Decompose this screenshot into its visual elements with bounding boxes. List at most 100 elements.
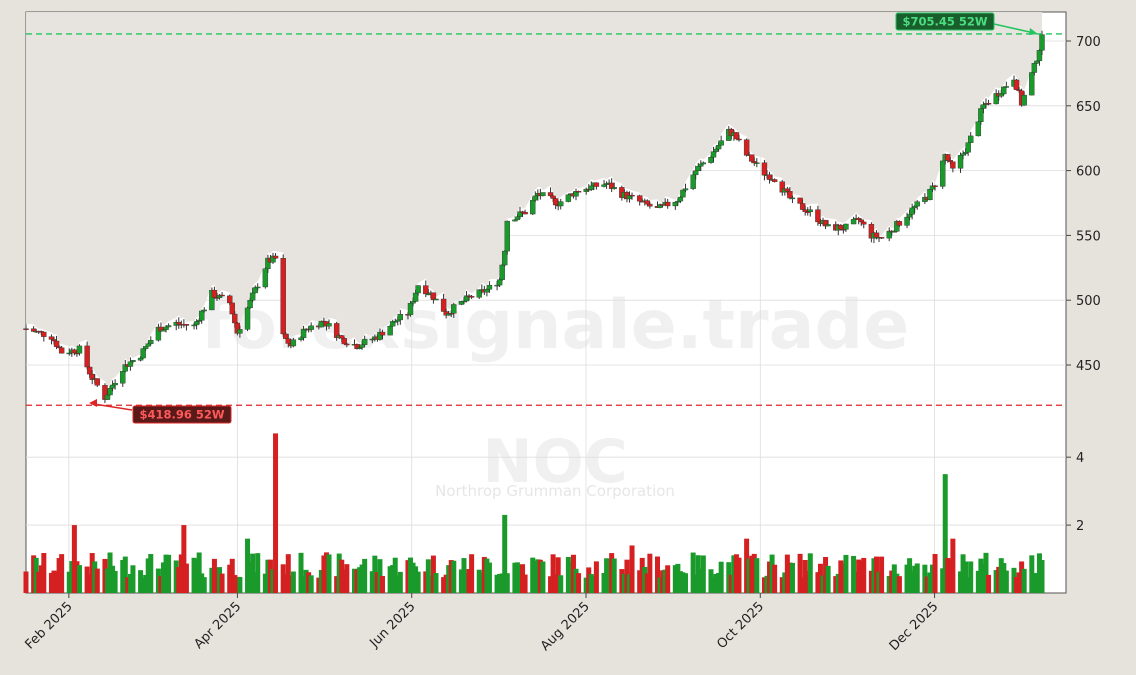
volume-bar <box>767 561 773 593</box>
volume-bar <box>229 558 235 593</box>
volume-tick-label: 2 <box>1076 519 1084 534</box>
candle-body <box>104 394 111 400</box>
volume-bar <box>963 561 969 593</box>
volume-bars <box>23 433 1045 593</box>
volume-bar <box>234 576 240 593</box>
volume-bar <box>247 561 253 593</box>
volume-bar <box>784 554 790 593</box>
volume-bar <box>637 570 643 593</box>
candle-body <box>855 218 862 220</box>
volume-bar <box>530 557 536 593</box>
candle-body <box>636 195 643 202</box>
volume-bar <box>504 573 510 593</box>
candle-body <box>861 221 867 225</box>
volume-bar <box>448 560 454 593</box>
candle-body <box>532 195 538 201</box>
volume-bar <box>912 565 918 593</box>
volume-bar <box>807 553 813 593</box>
volume-bar <box>423 571 429 593</box>
volume-bar <box>1021 568 1027 593</box>
volume-bar <box>983 552 989 593</box>
volume-bar <box>1011 567 1017 593</box>
candle-body <box>807 209 813 212</box>
volume-bar <box>130 565 136 593</box>
volume-bar <box>728 574 734 593</box>
candle-body <box>237 329 243 334</box>
date-tick-label: Jun 2025 <box>367 599 419 651</box>
volume-bar <box>372 555 378 593</box>
volume-bar <box>369 571 375 593</box>
volume-bar <box>573 568 579 593</box>
volume-bar <box>441 577 447 593</box>
candle-body <box>708 157 714 163</box>
candle-body <box>244 307 251 330</box>
volume-bar <box>31 555 37 593</box>
candle-body <box>939 160 946 187</box>
candle-body <box>927 189 933 201</box>
high-arrow-head <box>1029 28 1038 35</box>
volume-bar <box>672 565 678 593</box>
volume-bar <box>662 569 668 593</box>
volume-bar <box>565 556 571 593</box>
volume-bar <box>698 568 704 593</box>
volume-bar <box>344 564 350 593</box>
candle-body <box>142 346 149 349</box>
volume-bar <box>194 559 200 593</box>
candle-body <box>300 328 307 339</box>
candle-body <box>339 335 345 339</box>
volume-bar <box>428 575 434 593</box>
volume-bar <box>825 565 831 593</box>
volume-bar <box>413 566 419 593</box>
volume-bar <box>718 561 724 593</box>
volume-bar <box>958 571 964 593</box>
volume-bar <box>84 566 90 593</box>
candle-body <box>198 310 205 321</box>
volume-bar <box>285 554 291 593</box>
volume-bar <box>76 565 82 593</box>
watermark-ticker: NOC <box>482 427 627 497</box>
candle-body <box>496 279 503 286</box>
candle-body <box>94 378 100 386</box>
volume-bar <box>619 569 625 593</box>
volume-bar <box>886 575 892 593</box>
volume-bar <box>173 560 179 593</box>
candle-body <box>387 325 393 336</box>
volume-bar <box>512 562 518 593</box>
candle-body <box>680 189 686 198</box>
candle-body <box>127 361 134 367</box>
volume-bar <box>461 558 467 593</box>
volume-bar <box>789 562 795 593</box>
volume-bar <box>183 563 189 593</box>
candle-body <box>1003 86 1010 88</box>
candle-body <box>978 108 984 122</box>
candle-body <box>107 388 113 396</box>
volume-bar <box>458 569 464 593</box>
volume-bar <box>392 557 398 593</box>
candle-body <box>629 194 635 197</box>
price-tick-label: 500 <box>1076 294 1101 309</box>
candle-body <box>644 200 651 205</box>
candle-body <box>23 328 29 330</box>
volume-bar <box>214 567 220 593</box>
low-label-text: $418.96 52W <box>139 408 224 422</box>
candle-body <box>298 337 304 340</box>
candle-body <box>344 343 350 346</box>
candle-body <box>232 313 238 324</box>
volume-bar <box>336 553 342 593</box>
candle-body <box>48 336 55 340</box>
volume-bar <box>856 559 862 593</box>
candle-body <box>530 199 536 215</box>
candle-body <box>565 194 572 202</box>
volume-bar <box>219 573 225 593</box>
volume-bar <box>700 555 706 593</box>
volume-bar <box>270 569 276 593</box>
volume-bar <box>237 576 243 593</box>
candle-body <box>601 184 607 187</box>
candle-body <box>957 155 964 169</box>
volume-bar <box>120 559 126 593</box>
volume-bar <box>998 558 1004 593</box>
candle-body <box>743 139 750 156</box>
candle-body <box>468 296 475 298</box>
volume-bar <box>110 565 116 593</box>
volume-bar <box>601 572 607 593</box>
